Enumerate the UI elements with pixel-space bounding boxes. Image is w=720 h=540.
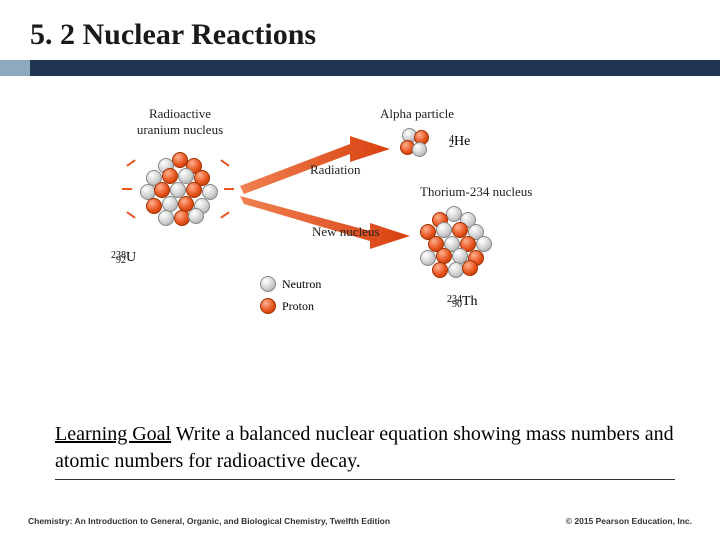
learning-goal: Learning Goal Write a balanced nuclear e… (55, 421, 675, 480)
accent-bar (0, 60, 720, 76)
alpha-particle (400, 128, 430, 158)
proton-text: Proton (282, 299, 314, 314)
he-symbol: He (454, 134, 470, 149)
he-atomic: 2 (449, 139, 454, 150)
th-symbol: Th (462, 294, 478, 309)
alpha-label: Alpha particle (380, 106, 454, 122)
uranium-text: Radioactive uranium nucleus (137, 106, 223, 137)
legend-proton: Proton (260, 298, 314, 314)
thorium-nucleus (416, 206, 492, 282)
helium-isotope: 4 2 He (454, 134, 470, 150)
radiation-label: Radiation (310, 162, 361, 178)
neutron-text: Neutron (282, 277, 321, 292)
th-atomic: 90 (452, 299, 462, 310)
learning-goal-label: Learning Goal (55, 423, 171, 445)
legend-neutron: Neutron (260, 276, 321, 292)
footer-right: © 2015 Pearson Education, Inc. (566, 516, 692, 526)
thorium-label: Thorium-234 nucleus (420, 184, 532, 200)
thorium-isotope: 234 90 Th (462, 294, 478, 310)
footer-left: Chemistry: An Introduction to General, O… (28, 516, 390, 526)
uranium-label: Radioactive uranium nucleus (120, 106, 240, 137)
page-title: 5. 2 Nuclear Reactions (0, 0, 720, 60)
new-nucleus-label: New nucleus (312, 224, 380, 240)
uranium-nucleus (140, 152, 220, 232)
u-atomic: 92 (116, 255, 126, 266)
uranium-isotope: 238 92 U (126, 250, 136, 266)
nuclear-decay-diagram: Radioactive uranium nucleus 238 92 U (0, 106, 720, 356)
u-symbol: U (126, 250, 136, 265)
footer: Chemistry: An Introduction to General, O… (28, 516, 692, 526)
